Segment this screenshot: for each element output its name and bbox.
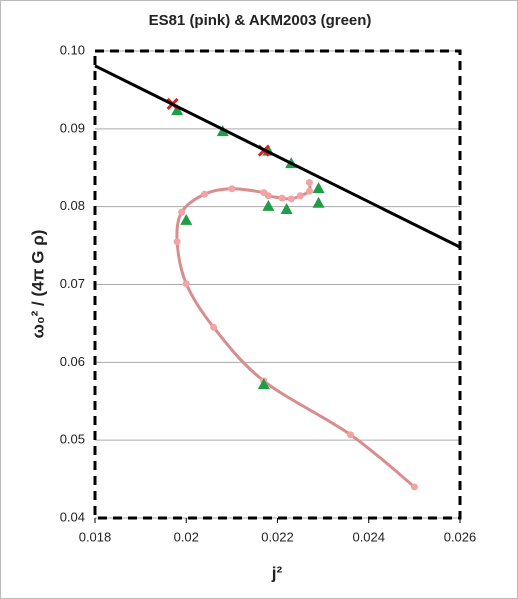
plot-border [93,49,462,520]
y-tick-label: 0.06 [60,354,85,369]
point [347,431,354,439]
point [280,203,293,215]
point [257,378,270,390]
point [171,104,184,116]
x-tick-label: 0.024 [352,529,385,544]
y-tick-label: 0.08 [60,198,85,213]
y-tick-label: 0.04 [60,509,85,524]
point [312,181,325,193]
point [410,483,418,491]
y-axis-label: ω₀² / (4π G ρ) [28,230,47,339]
x-axis-label: j² [271,563,283,582]
x-tick-label: 0.026 [444,529,477,544]
point [262,199,275,211]
y-tick-label: 0.10 [60,42,85,57]
point [287,195,295,203]
point [312,196,325,208]
point [305,187,313,195]
y-tick-label: 0.07 [60,276,85,291]
y-tick-label: 0.05 [60,432,85,447]
series-line [175,182,416,489]
point [180,213,193,225]
point [305,179,313,187]
series-line [94,64,461,249]
point [278,194,286,202]
x-tick-label: 0.018 [79,529,112,544]
x-tick-label: 0.022 [261,529,294,544]
point [173,238,181,246]
point [182,280,190,288]
point [201,190,208,198]
point [210,323,218,331]
y-tick-label: 0.09 [60,120,85,135]
point [178,208,186,216]
chart-title: ES81 (pink) & AKM2003 (green) [149,12,372,29]
x-tick-label: 0.02 [174,529,199,544]
point [296,192,304,200]
point [228,185,236,193]
point [264,192,272,200]
